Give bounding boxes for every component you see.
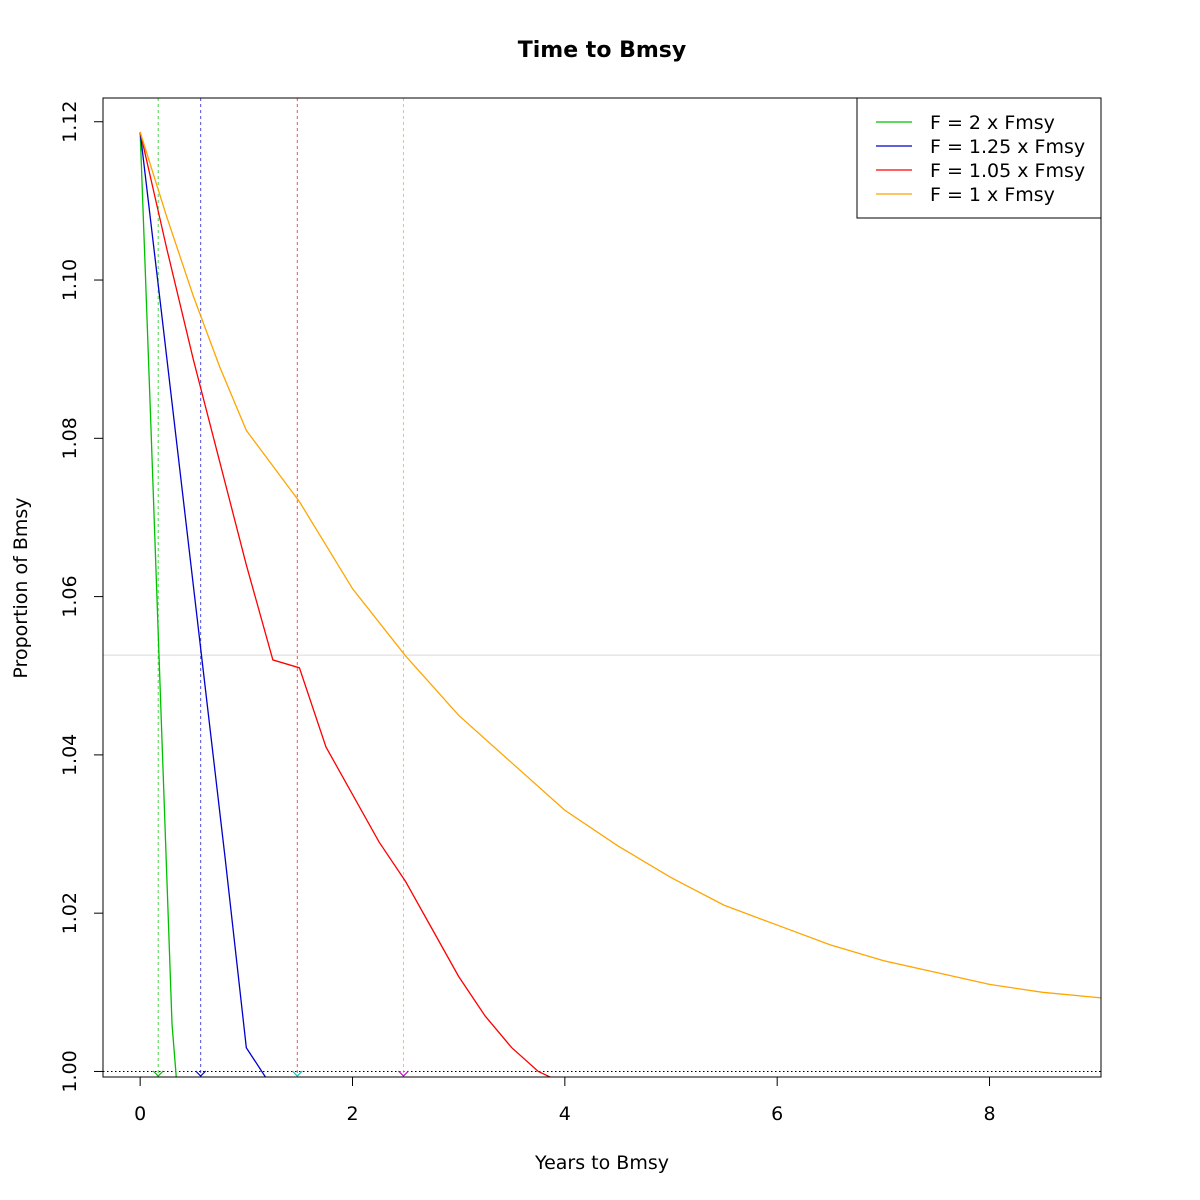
arrow-markers (152, 1070, 409, 1077)
y-tick-label-5: 1.10 (59, 259, 81, 301)
arrow-marker-0 (152, 1070, 164, 1077)
y-tick-label-3: 1.06 (59, 575, 81, 617)
arrow-marker-1 (195, 1070, 207, 1077)
y-tick-label-2: 1.04 (59, 734, 81, 776)
series-line-3 (139, 131, 1101, 999)
x-tick-label-0: 0 (134, 1103, 146, 1125)
reference-lines (103, 98, 1101, 1077)
series-lines (139, 131, 1101, 1077)
axes: 0 2 4 6 8 1.00 1.02 1.04 1.06 1.08 1.10 1.12 (59, 101, 996, 1125)
y-axis-label: Proportion of Bmsy (10, 497, 32, 678)
x-tick-label-1: 2 (346, 1103, 358, 1125)
y-tick-label-4: 1.08 (59, 417, 81, 459)
x-tick-label-2: 4 (559, 1103, 571, 1125)
arrow-marker-2 (291, 1070, 303, 1077)
x-axis-label: Years to Bmsy (534, 1152, 669, 1174)
y-tick-label-6: 1.12 (59, 101, 81, 143)
legend-label-2: F = 1.05 x Fmsy (930, 160, 1085, 182)
x-tick-label-4: 8 (983, 1103, 995, 1125)
y-tick-label-0: 1.00 (59, 1050, 81, 1092)
y-tick-label-1: 1.02 (59, 892, 81, 934)
series-line-1 (139, 131, 266, 1077)
plot-frame (102, 97, 1102, 1078)
chart-title: Time to Bmsy (518, 38, 686, 63)
series-line-2 (139, 131, 551, 1077)
series-line-0 (139, 132, 177, 1077)
legend-label-0: F = 2 x Fmsy (930, 112, 1055, 134)
legend-box (856, 97, 1102, 219)
x-tick-label-3: 6 (771, 1103, 783, 1125)
legend-label-1: F = 1.25 x Fmsy (930, 136, 1085, 158)
arrow-marker-3 (398, 1070, 409, 1077)
legend-label-3: F = 1 x Fmsy (930, 184, 1055, 206)
